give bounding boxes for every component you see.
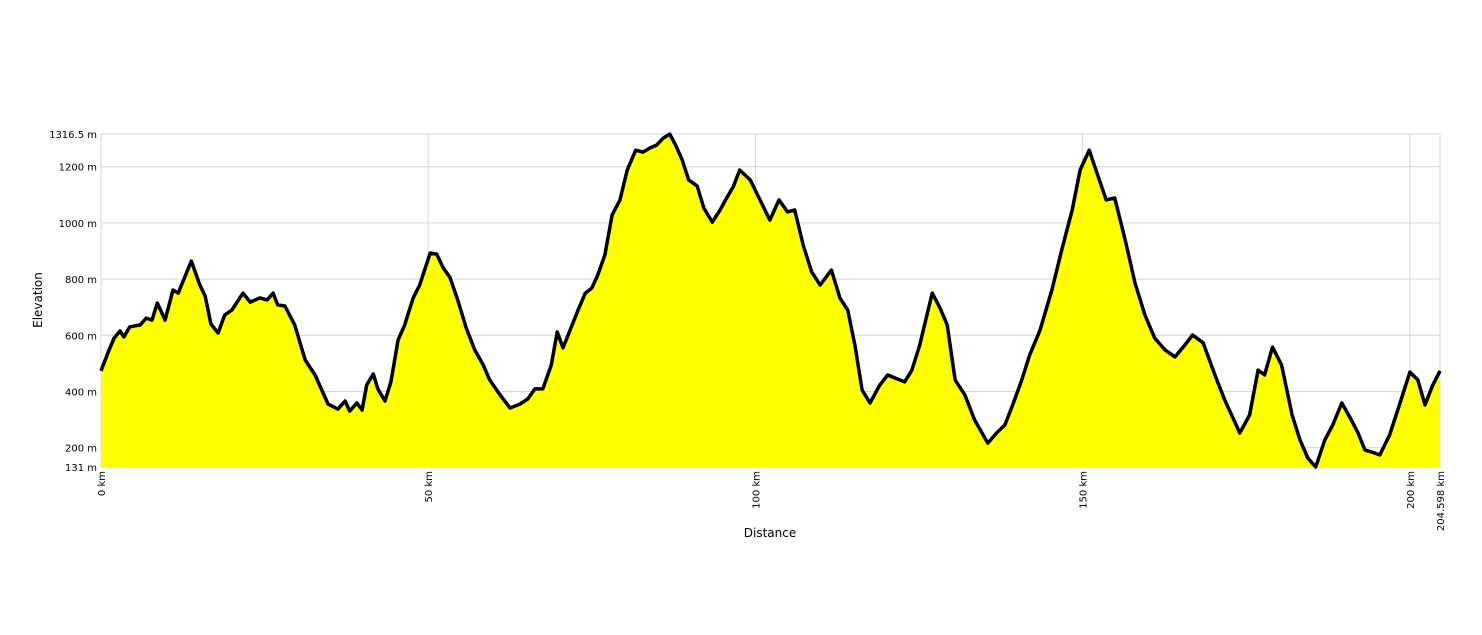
x-tick-label: 204.598 km (1436, 471, 1447, 531)
y-tick-label: 1000 m (59, 219, 97, 230)
x-tick-label: 200 km (1406, 471, 1417, 509)
y-tick-label: 400 m (65, 387, 97, 398)
y-tick-label: 800 m (65, 275, 97, 286)
x-tick-label: 0 km (97, 471, 108, 496)
x-tick-label: 100 km (751, 471, 762, 509)
x-tick-label: 150 km (1079, 471, 1090, 509)
elevation-line (99, 132, 1442, 469)
y-tick-label: 200 m (65, 444, 97, 455)
y-tick-label: 131 m (65, 463, 97, 474)
x-tick-label: 50 km (424, 471, 435, 502)
y-tick-label: 1316.5 m (49, 130, 97, 141)
y-tick-label: 600 m (65, 331, 97, 342)
y-axis-label: Elevation (31, 272, 45, 328)
area-fill (101, 134, 1440, 467)
y-tick-label: 1200 m (59, 163, 97, 174)
x-axis-label: Distance (744, 526, 796, 540)
